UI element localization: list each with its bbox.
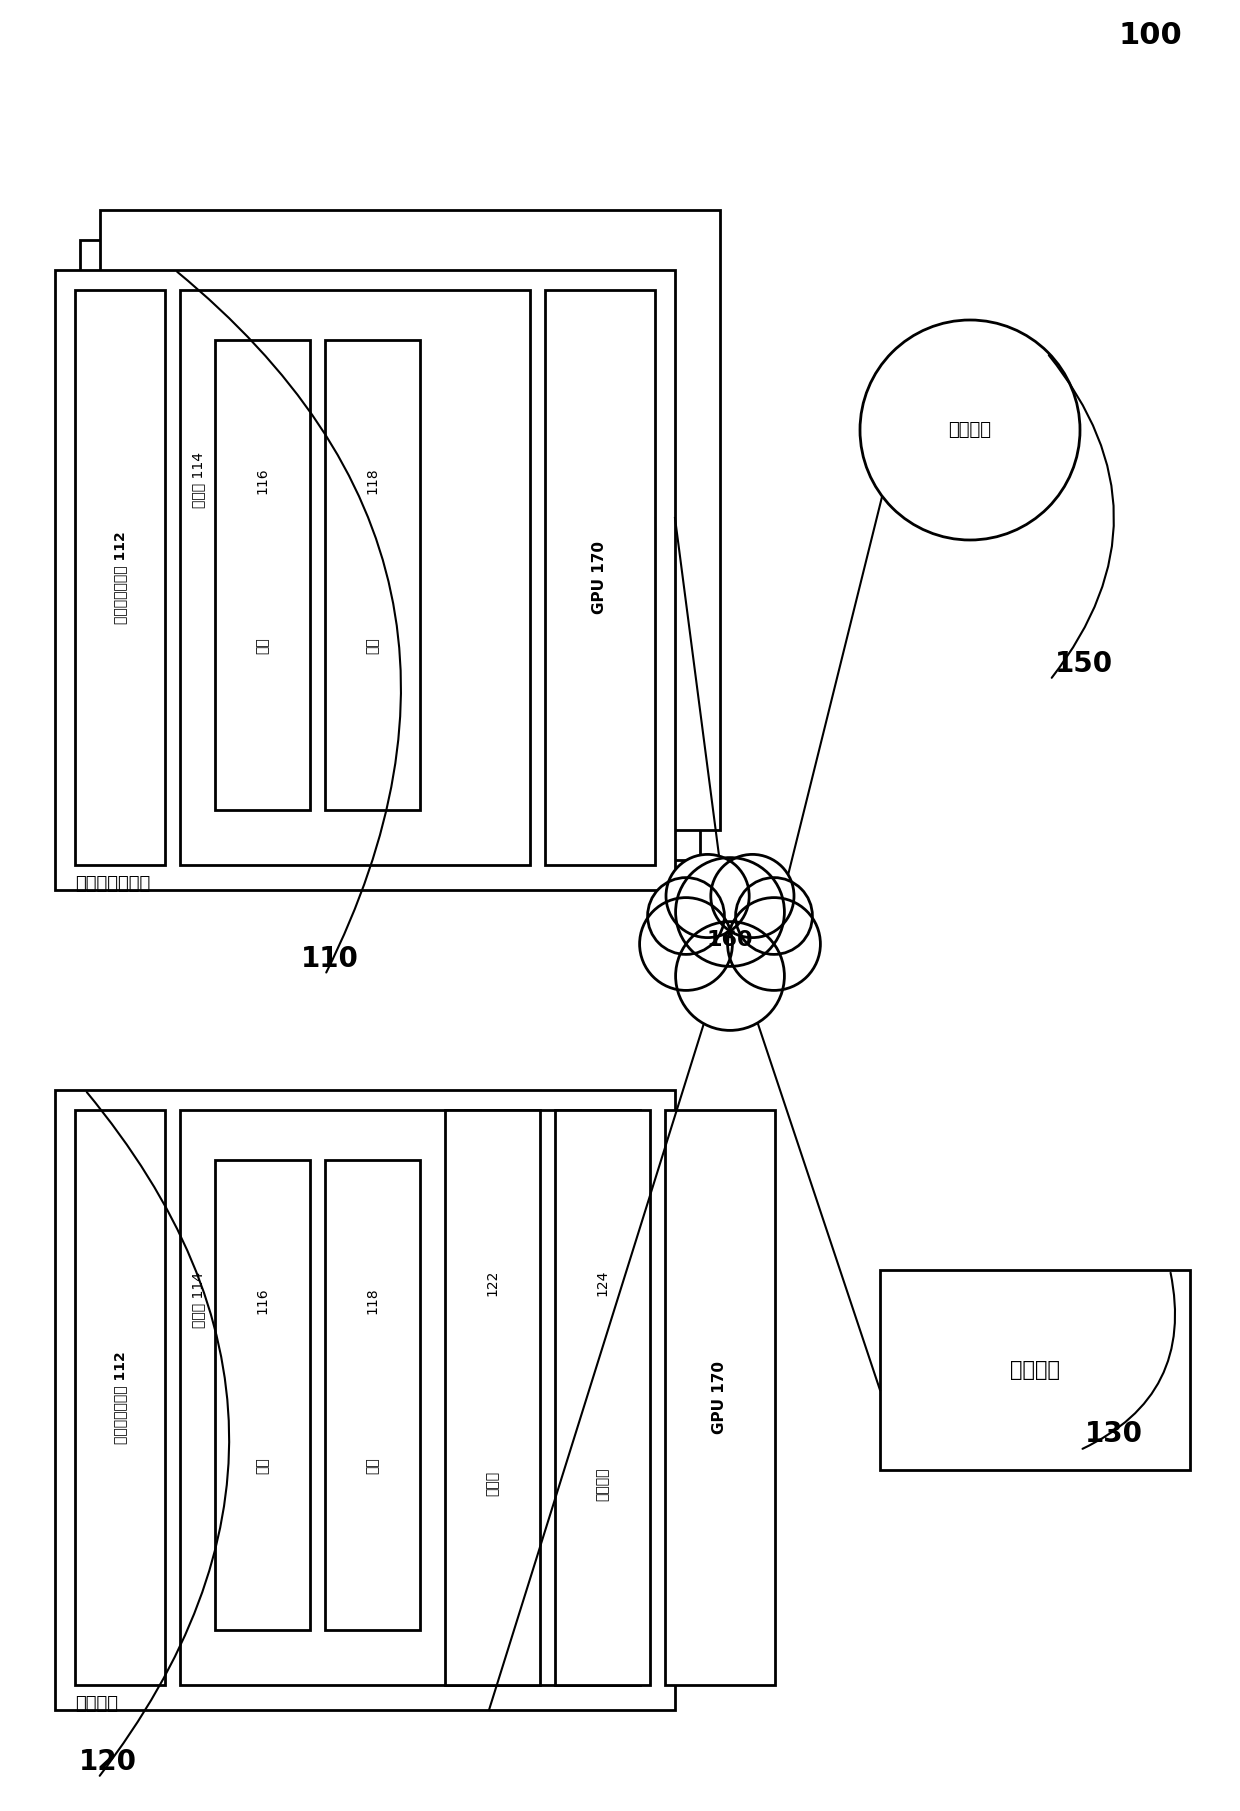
Bar bbox=[445, 1110, 539, 1684]
Text: （多个）处理器 112: （多个）处理器 112 bbox=[113, 531, 126, 623]
Bar bbox=[325, 340, 420, 810]
Text: 116: 116 bbox=[255, 467, 269, 494]
Bar bbox=[55, 1090, 675, 1710]
Text: 指令: 指令 bbox=[255, 1458, 269, 1474]
Bar bbox=[55, 270, 675, 889]
Bar bbox=[74, 290, 165, 866]
Text: 存储系统: 存储系统 bbox=[949, 420, 992, 438]
Text: 数据: 数据 bbox=[366, 637, 379, 654]
Text: 用户输入: 用户输入 bbox=[595, 1467, 610, 1501]
Text: 计算设备: 计算设备 bbox=[1011, 1360, 1060, 1380]
Text: 150: 150 bbox=[1055, 650, 1114, 677]
Circle shape bbox=[676, 858, 785, 967]
Text: GPU 170: GPU 170 bbox=[593, 541, 608, 614]
Text: 160: 160 bbox=[707, 931, 754, 951]
Bar bbox=[215, 340, 310, 810]
Bar bbox=[180, 290, 529, 866]
Circle shape bbox=[861, 321, 1080, 540]
Bar bbox=[665, 1110, 775, 1684]
Text: 指令: 指令 bbox=[255, 637, 269, 654]
Bar bbox=[100, 210, 720, 829]
Circle shape bbox=[711, 855, 794, 938]
Text: 110: 110 bbox=[301, 945, 358, 973]
Circle shape bbox=[676, 922, 785, 1030]
Bar bbox=[880, 1270, 1190, 1471]
Text: 122: 122 bbox=[486, 1270, 500, 1295]
Bar bbox=[556, 1110, 650, 1684]
Text: 服务器计算设备: 服务器计算设备 bbox=[74, 875, 150, 893]
Text: 计算设备: 计算设备 bbox=[74, 1695, 118, 1713]
Circle shape bbox=[666, 855, 749, 938]
Text: 118: 118 bbox=[366, 467, 379, 494]
Bar bbox=[180, 1110, 640, 1684]
Bar bbox=[74, 1110, 165, 1684]
Circle shape bbox=[640, 898, 733, 991]
Bar bbox=[215, 1161, 310, 1630]
Text: 118: 118 bbox=[366, 1288, 379, 1315]
Text: 存储器 114: 存储器 114 bbox=[191, 453, 205, 509]
Text: 130: 130 bbox=[1085, 1420, 1143, 1449]
Text: 116: 116 bbox=[255, 1288, 269, 1315]
Circle shape bbox=[647, 878, 724, 954]
Text: 100: 100 bbox=[1118, 22, 1182, 51]
Text: 显示器: 显示器 bbox=[486, 1471, 500, 1496]
Bar bbox=[325, 1161, 420, 1630]
Text: 存储器 114: 存储器 114 bbox=[191, 1271, 205, 1327]
Bar bbox=[546, 290, 655, 866]
Text: 124: 124 bbox=[595, 1270, 610, 1295]
Bar bbox=[81, 241, 701, 860]
Circle shape bbox=[728, 898, 821, 991]
Text: （多个）处理器 112: （多个）处理器 112 bbox=[113, 1351, 126, 1443]
Text: GPU 170: GPU 170 bbox=[713, 1362, 728, 1434]
Text: 120: 120 bbox=[79, 1748, 136, 1777]
Text: 数据: 数据 bbox=[366, 1458, 379, 1474]
Circle shape bbox=[735, 878, 812, 954]
